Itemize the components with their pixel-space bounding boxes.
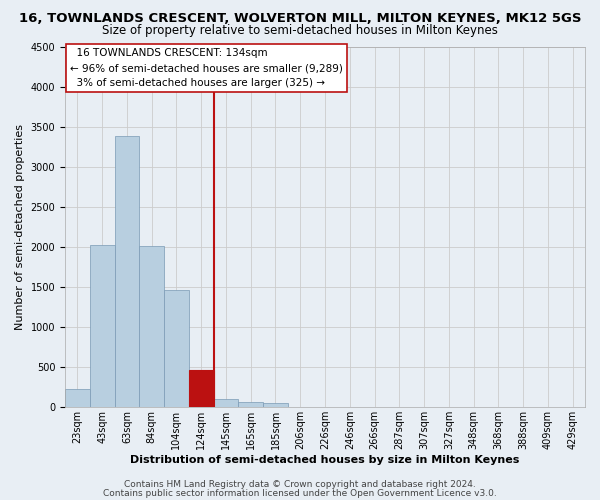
Bar	[65, 389, 90, 407]
Bar	[238, 402, 263, 407]
Bar	[115, 136, 139, 407]
Bar	[139, 246, 164, 408]
Text: 16 TOWNLANDS CRESCENT: 134sqm  
← 96% of semi-detached houses are smaller (9,289: 16 TOWNLANDS CRESCENT: 134sqm ← 96% of s…	[70, 48, 343, 88]
Text: Contains public sector information licensed under the Open Government Licence v3: Contains public sector information licen…	[103, 488, 497, 498]
Bar	[90, 246, 115, 408]
Text: Size of property relative to semi-detached houses in Milton Keynes: Size of property relative to semi-detach…	[102, 24, 498, 37]
Bar	[189, 370, 214, 408]
Bar	[214, 400, 238, 407]
Bar	[263, 404, 288, 407]
Text: 16, TOWNLANDS CRESCENT, WOLVERTON MILL, MILTON KEYNES, MK12 5GS: 16, TOWNLANDS CRESCENT, WOLVERTON MILL, …	[19, 12, 581, 26]
Y-axis label: Number of semi-detached properties: Number of semi-detached properties	[15, 124, 25, 330]
Bar	[164, 290, 189, 408]
X-axis label: Distribution of semi-detached houses by size in Milton Keynes: Distribution of semi-detached houses by …	[130, 455, 520, 465]
Text: Contains HM Land Registry data © Crown copyright and database right 2024.: Contains HM Land Registry data © Crown c…	[124, 480, 476, 489]
